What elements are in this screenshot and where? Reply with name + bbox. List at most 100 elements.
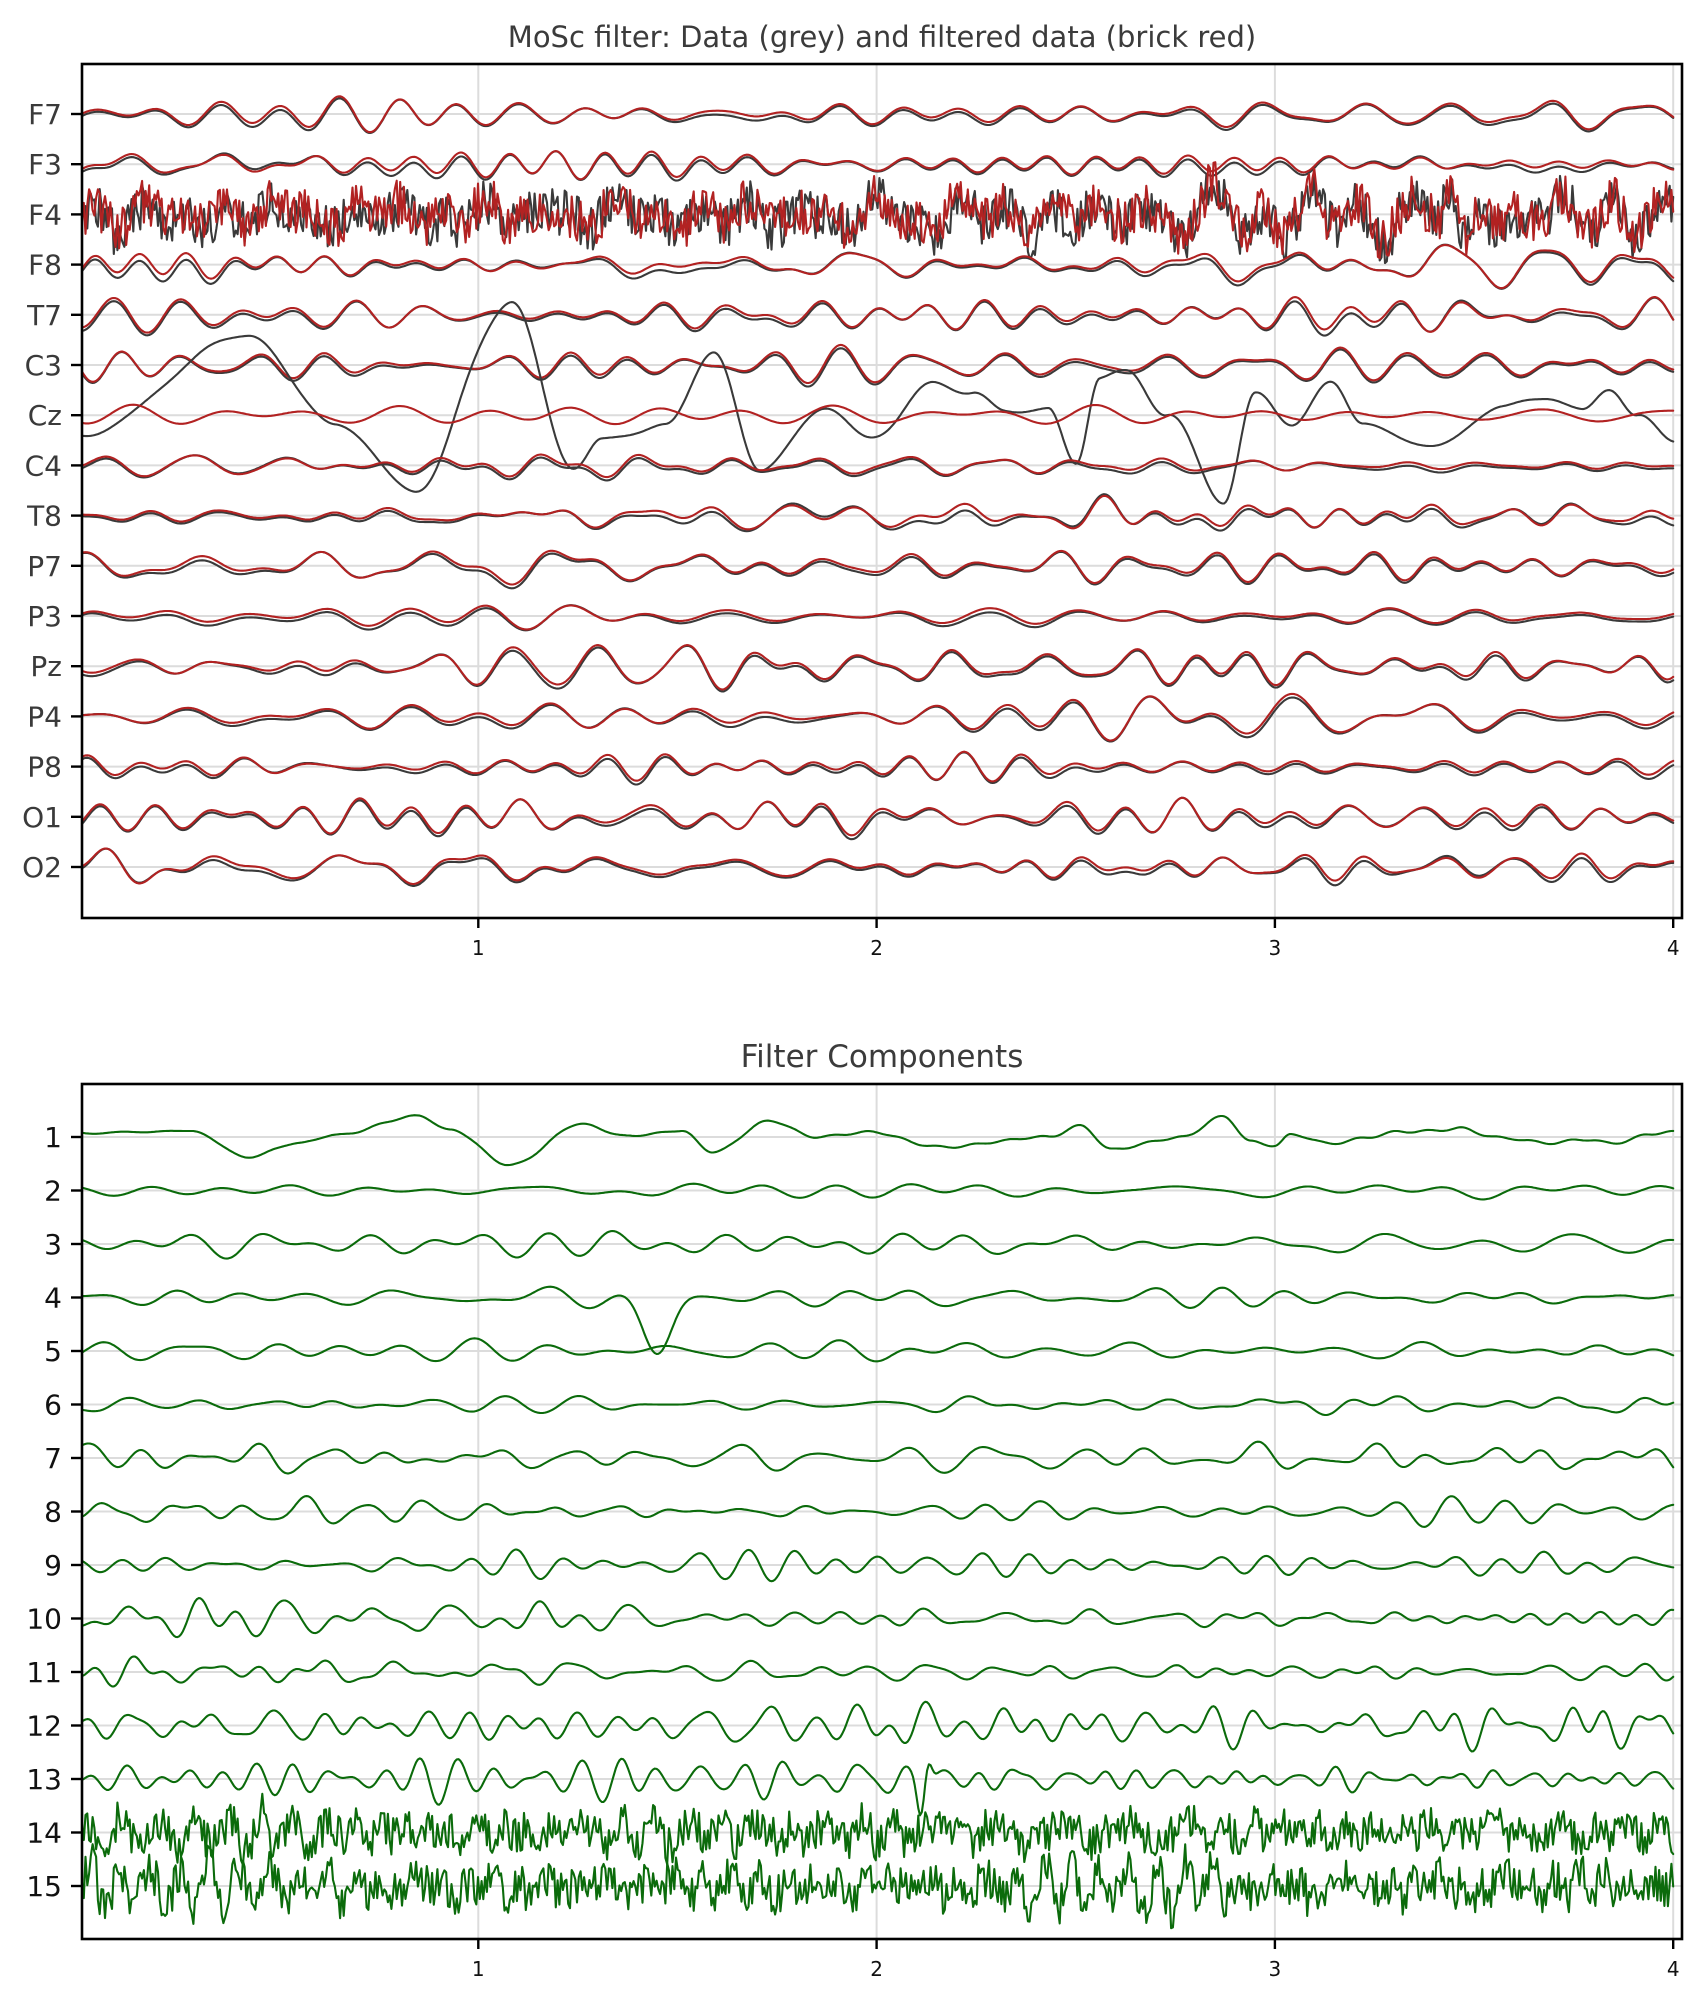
bottom-traces xyxy=(80,1114,1675,1930)
channel-label: 4 xyxy=(44,1282,62,1315)
x-tick-label: 1 xyxy=(472,936,485,960)
x-tick-label: 4 xyxy=(1667,1957,1680,1981)
channel-label: F3 xyxy=(28,148,62,181)
channel-label: P8 xyxy=(27,751,62,784)
top-x-axis: 1 2 3 4 xyxy=(472,918,1680,960)
channel-trace-C4 xyxy=(80,453,1675,482)
top-plot-frame xyxy=(80,62,1684,920)
component-trace-15 xyxy=(80,1843,1675,1930)
x-tick-label: 2 xyxy=(870,936,883,960)
top-panel-title: MoSc filter: Data (grey) and filtered da… xyxy=(508,20,1256,54)
filtered-data-line xyxy=(80,403,1675,426)
bottom-panel-title: Filter Components xyxy=(741,1039,1024,1075)
bottom-panel: Filter Components 123456789101112131415 … xyxy=(26,1039,1684,1981)
channel-label: 12 xyxy=(26,1710,62,1743)
filtered-data-line xyxy=(80,243,1675,290)
bottom-x-axis: 1 2 3 4 xyxy=(472,1939,1680,1981)
channel-trace-P3 xyxy=(80,604,1675,632)
component-trace-10 xyxy=(80,1597,1675,1639)
bottom-gridlines xyxy=(82,1084,1682,1939)
component-trace-5 xyxy=(80,1337,1675,1363)
x-tick-label: 3 xyxy=(1269,936,1282,960)
filtered-data-line xyxy=(80,161,1675,260)
channel-label: T8 xyxy=(26,500,62,533)
component-trace-6 xyxy=(80,1394,1675,1417)
channel-label: T7 xyxy=(26,299,62,332)
channel-label: F7 xyxy=(28,98,62,131)
filtered-data-line xyxy=(80,604,1675,631)
channel-trace-T8 xyxy=(80,493,1675,533)
channel-label: Pz xyxy=(30,650,62,683)
channel-label: 14 xyxy=(26,1817,62,1850)
top-gridlines xyxy=(82,64,1682,918)
channel-label: C3 xyxy=(25,349,62,382)
channel-trace-F4 xyxy=(80,161,1675,265)
filtered-data-line xyxy=(80,549,1675,586)
component-trace-14 xyxy=(80,1792,1675,1866)
filtered-data-line xyxy=(80,343,1675,385)
component-trace-8 xyxy=(80,1495,1675,1528)
channel-label: 6 xyxy=(44,1389,62,1422)
component-trace-7 xyxy=(80,1440,1675,1475)
channel-trace-P4 xyxy=(80,692,1675,743)
raw-data-line xyxy=(80,173,1675,265)
channel-label: O2 xyxy=(22,851,62,884)
component-trace-4 xyxy=(80,1285,1675,1355)
filtered-data-line xyxy=(80,296,1675,334)
channel-label: P4 xyxy=(27,700,62,733)
raw-data-line xyxy=(80,97,1675,135)
channel-label: 8 xyxy=(44,1496,62,1529)
filtered-data-line xyxy=(80,494,1675,531)
raw-data-line xyxy=(80,493,1675,533)
filtered-data-line xyxy=(80,453,1675,479)
component-trace-2 xyxy=(80,1182,1675,1201)
channel-trace-Pz xyxy=(80,644,1675,693)
channel-trace-F7 xyxy=(80,95,1675,135)
channel-trace-O2 xyxy=(80,847,1675,887)
x-tick-label: 4 xyxy=(1667,936,1680,960)
top-panel: MoSc filter: Data (grey) and filtered da… xyxy=(22,20,1684,960)
x-tick-label: 3 xyxy=(1269,1957,1282,1981)
filtered-data-line xyxy=(80,692,1675,742)
channel-label: P3 xyxy=(27,600,62,633)
channel-label: 3 xyxy=(44,1228,62,1261)
channel-trace-C3 xyxy=(80,343,1675,388)
channel-label: 9 xyxy=(44,1549,62,1582)
component-trace-12 xyxy=(80,1700,1675,1753)
channel-label: F4 xyxy=(28,198,62,231)
component-trace-1 xyxy=(80,1114,1675,1167)
channel-label: F8 xyxy=(28,249,62,282)
filtered-data-line xyxy=(80,796,1675,837)
channel-label: Cz xyxy=(28,399,62,432)
channel-trace-O1 xyxy=(80,796,1675,841)
channel-trace-Cz xyxy=(80,301,1675,505)
filtered-data-line xyxy=(80,847,1675,886)
raw-data-line xyxy=(80,301,1675,505)
channel-trace-P8 xyxy=(80,750,1675,786)
channel-label: 1 xyxy=(44,1121,62,1154)
x-tick-label: 1 xyxy=(472,1957,485,1981)
channel-trace-F3 xyxy=(80,150,1675,182)
channel-label: 7 xyxy=(44,1442,62,1475)
component-trace-13 xyxy=(80,1757,1675,1817)
component-trace-3 xyxy=(80,1229,1675,1260)
filtered-data-line xyxy=(80,750,1675,783)
component-trace-9 xyxy=(80,1548,1675,1583)
channel-label: C4 xyxy=(25,449,62,482)
x-tick-label: 2 xyxy=(870,1957,883,1981)
channel-label: 15 xyxy=(26,1870,62,1903)
filtered-data-line xyxy=(80,95,1675,134)
raw-data-line xyxy=(80,644,1675,693)
filtered-data-line xyxy=(80,644,1675,691)
raw-data-line xyxy=(80,347,1675,388)
filtered-data-line xyxy=(80,150,1675,181)
channel-trace-P7 xyxy=(80,549,1675,590)
channel-trace-T7 xyxy=(80,296,1675,337)
top-traces xyxy=(80,95,1675,887)
channel-label: 13 xyxy=(26,1763,62,1796)
channel-label: 11 xyxy=(26,1656,62,1689)
channel-label: 2 xyxy=(44,1175,62,1208)
component-trace-11 xyxy=(80,1655,1675,1688)
